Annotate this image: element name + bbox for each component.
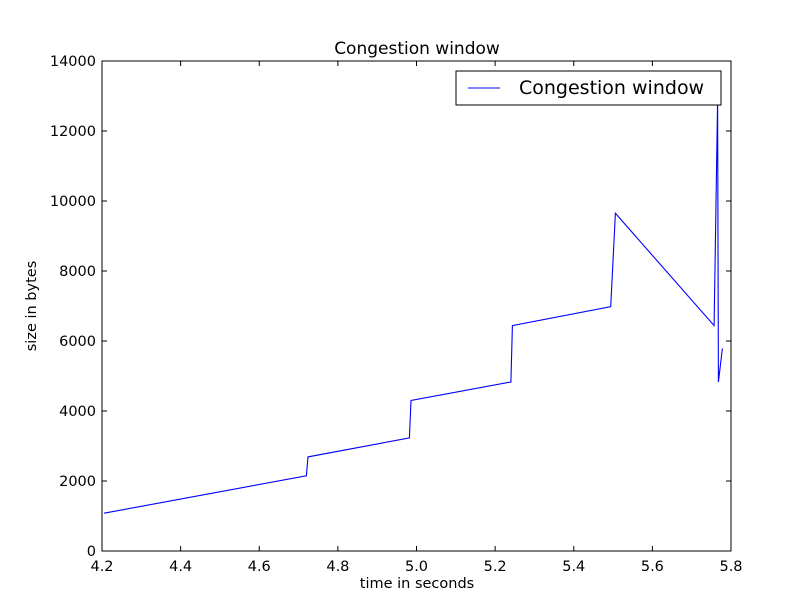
- x-tick-label: 4.8: [326, 559, 349, 575]
- x-tick-label: 4.4: [169, 559, 192, 575]
- y-tick-label: 14000: [50, 54, 96, 70]
- legend-entry: Congestion window: [519, 77, 704, 99]
- x-axis: 4.2 4.4 4.6 4.8 5.0 5.2 5.4 5.6 5.8: [90, 61, 743, 575]
- y-tick-label: 2000: [59, 474, 96, 490]
- legend-box: [455, 70, 722, 106]
- x-tick-label: 5.6: [641, 559, 664, 575]
- y-tick-label: 12000: [50, 124, 96, 140]
- y-axis: 0 2000 4000 6000 8000 10000 12000 14000: [50, 54, 731, 560]
- x-tick-label: 4.6: [248, 559, 271, 575]
- x-tick-label: 5.8: [719, 559, 742, 575]
- legend: Congestion window: [455, 70, 722, 106]
- y-tick-label: 0: [87, 544, 96, 560]
- x-tick-label: 5.4: [562, 559, 585, 575]
- chart-title: Congestion window: [334, 39, 500, 59]
- x-tick-label: 5.2: [484, 559, 507, 575]
- y-axis-label: size in bytes: [24, 261, 40, 352]
- x-tick-label: 4.2: [90, 559, 113, 575]
- y-tick-label: 6000: [59, 334, 96, 350]
- y-tick-label: 4000: [59, 404, 96, 420]
- x-axis-label: time in seconds: [360, 576, 474, 592]
- plot-frame: [101, 60, 732, 552]
- y-tick-label: 10000: [50, 194, 96, 210]
- x-tick-label: 5.0: [405, 559, 428, 575]
- y-tick-label: 8000: [59, 264, 96, 280]
